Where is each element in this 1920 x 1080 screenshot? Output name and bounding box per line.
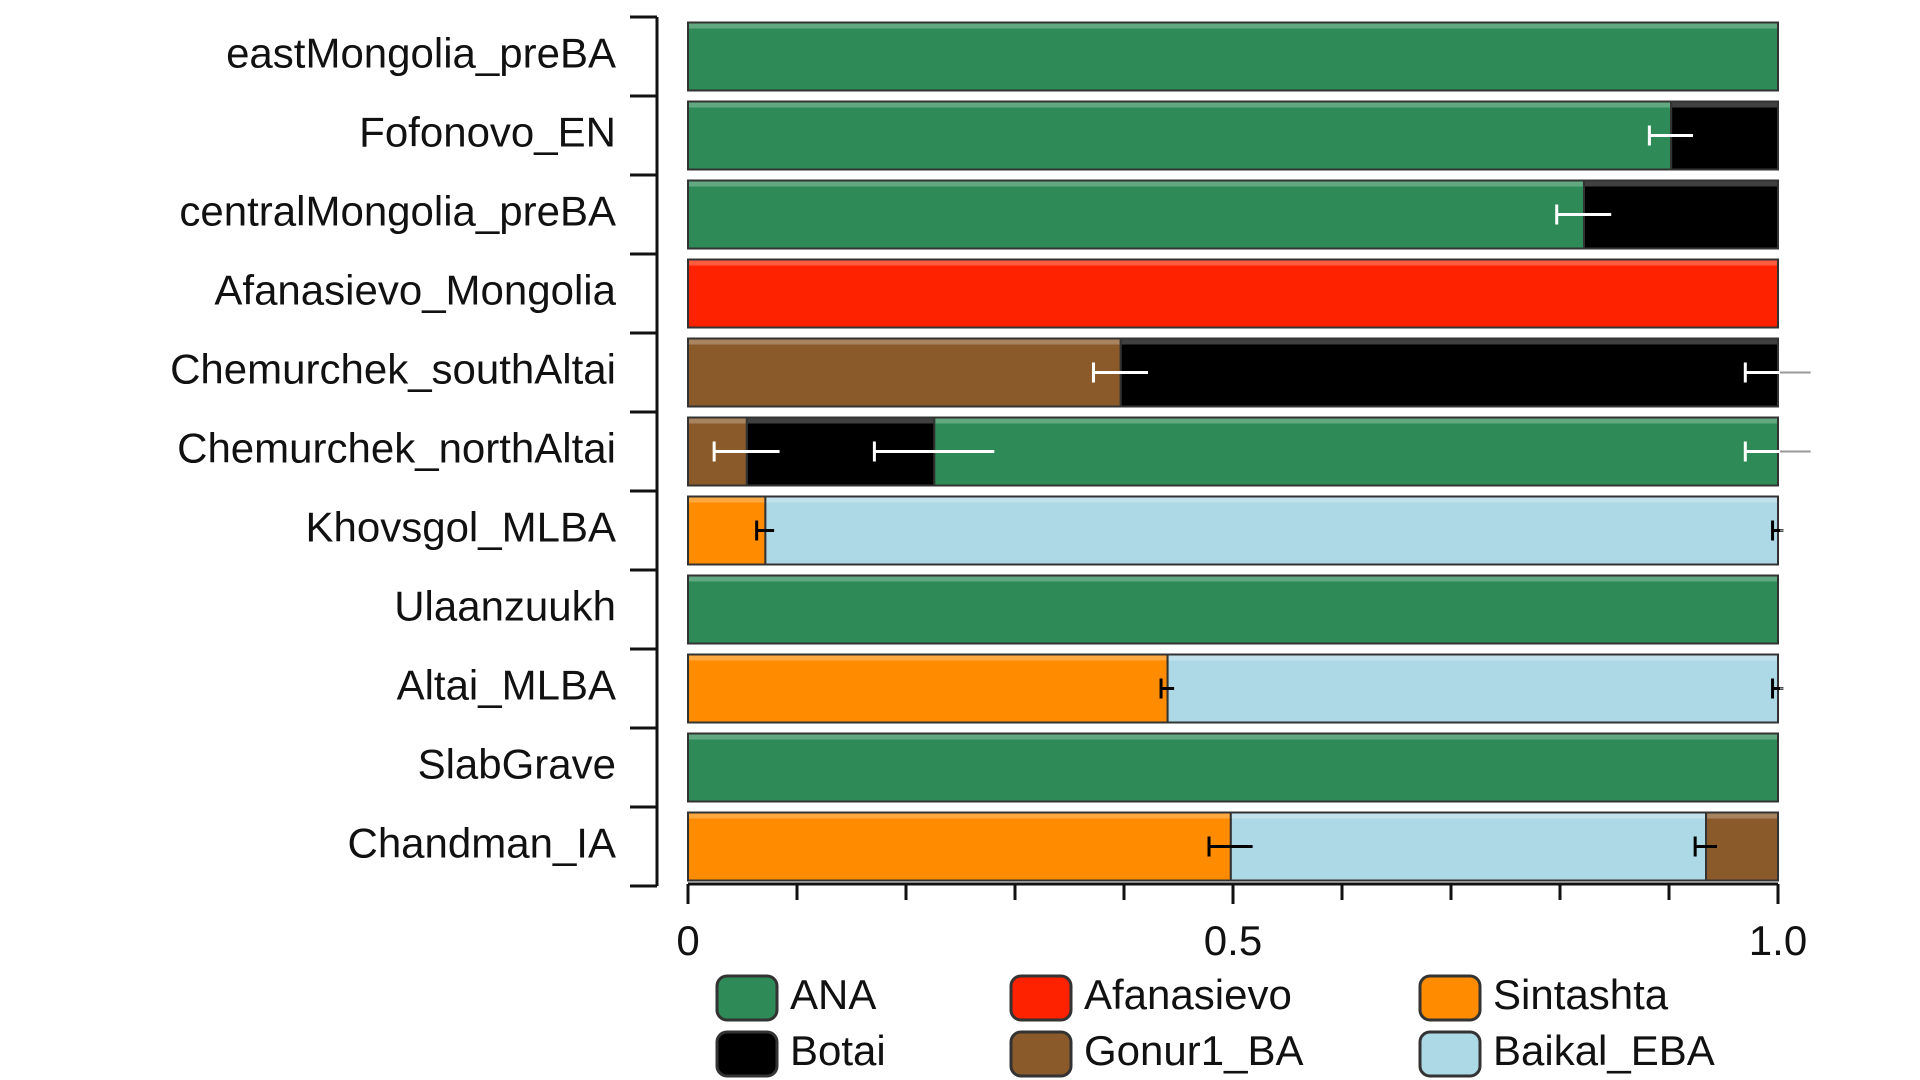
bar-shine [689, 655, 1167, 661]
legend-label: Baikal_EBA [1493, 1027, 1715, 1074]
bar-segment [687, 21, 1779, 92]
bar-shine [747, 418, 934, 424]
bar-segment [687, 100, 1673, 171]
y-tick-label: eastMongolia_preBA [226, 30, 616, 77]
bar-segment [764, 495, 1779, 566]
legend-swatch [1418, 1030, 1482, 1078]
legend-label: Gonur1_BA [1084, 1027, 1303, 1074]
legend-swatch [1009, 1030, 1073, 1078]
bar-shine [1121, 339, 1777, 345]
x-tick-label: 0.5 [1204, 917, 1262, 964]
bar-shine [689, 576, 1777, 582]
x-tick-label: 0 [676, 917, 699, 964]
bar-segment [687, 574, 1779, 645]
bar-segment [687, 653, 1169, 724]
bar-shine [689, 23, 1777, 29]
y-tick-label: Afanasievo_Mongolia [214, 267, 616, 314]
bar-shine [689, 497, 765, 503]
y-tick-label: Khovsgol_MLBA [305, 504, 616, 551]
bar-shine [689, 734, 1777, 740]
bar-shine [689, 102, 1671, 108]
bar-shine [1168, 655, 1777, 661]
bar-segment [1119, 337, 1779, 408]
y-tick-label: Chemurchek_southAltai [170, 346, 616, 393]
bar-shine [766, 497, 1777, 503]
legend-label: ANA [790, 971, 876, 1018]
bar-shine [1707, 813, 1777, 819]
bar-segment [1582, 179, 1779, 250]
bar-shine [1231, 813, 1706, 819]
bar-segment [933, 416, 1779, 487]
y-tick-label: centralMongolia_preBA [179, 188, 616, 235]
bar-shine [689, 418, 746, 424]
legend-swatch [715, 1030, 779, 1078]
bar-shine [1672, 102, 1777, 108]
bar-segment [687, 811, 1232, 882]
bar-shine [689, 339, 1120, 345]
legend-swatch [1418, 974, 1482, 1022]
bar-segment [1705, 811, 1780, 882]
legend-label: Botai [790, 1027, 886, 1074]
bar-segment [687, 258, 1779, 329]
bar-shine [1584, 181, 1777, 187]
y-tick-label: Fofonovo_EN [359, 109, 616, 156]
legend-label: Sintashta [1493, 971, 1669, 1018]
legend-label: Afanasievo [1084, 971, 1292, 1018]
y-tick-label: SlabGrave [418, 741, 616, 788]
y-tick-label: Ulaanzuukh [394, 583, 616, 630]
y-tick-label: Chandman_IA [347, 820, 616, 867]
legend-swatch [715, 974, 779, 1022]
bar-shine [689, 181, 1583, 187]
bar-shine [689, 260, 1777, 266]
legend-swatch [1009, 974, 1073, 1022]
bar-segment [687, 732, 1779, 803]
bar-shine [935, 418, 1777, 424]
bar-shine [689, 813, 1230, 819]
y-tick-label: Altai_MLBA [397, 662, 616, 709]
bar-segment [1229, 811, 1708, 882]
y-tick-label: Chemurchek_northAltai [177, 425, 616, 472]
bar-segment [687, 495, 767, 566]
x-tick-label: 1.0 [1749, 917, 1807, 964]
bar-segment [1166, 653, 1779, 724]
bar-segment [687, 337, 1122, 408]
bar-segment [687, 179, 1585, 250]
